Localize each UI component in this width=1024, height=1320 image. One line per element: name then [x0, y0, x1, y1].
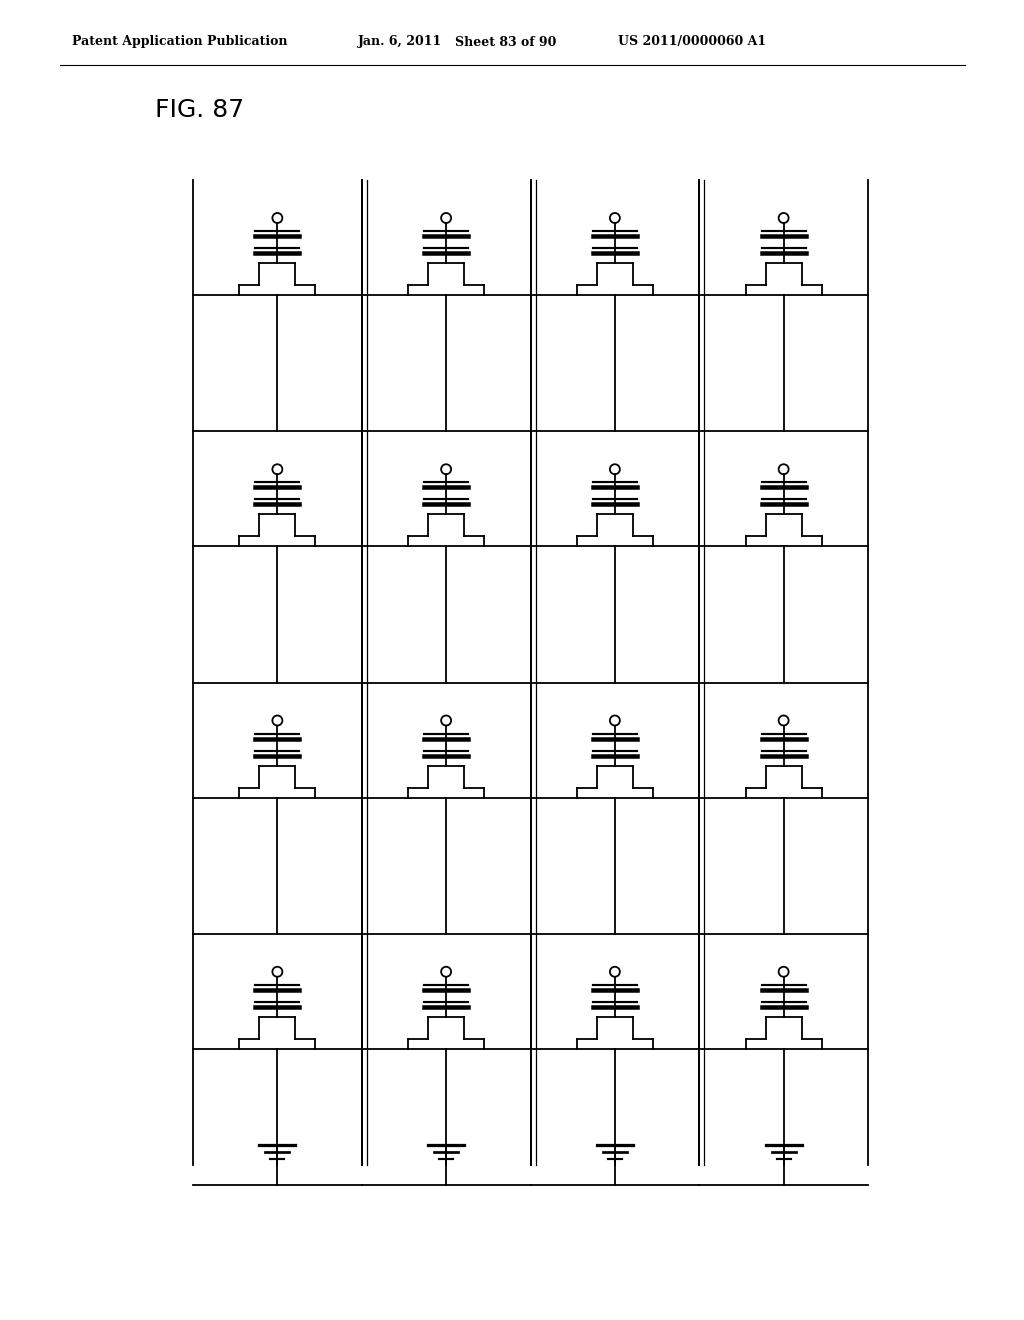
- Text: Jan. 6, 2011: Jan. 6, 2011: [358, 36, 442, 49]
- Text: FIG. 87: FIG. 87: [155, 98, 244, 121]
- Text: Sheet 83 of 90: Sheet 83 of 90: [455, 36, 556, 49]
- Text: Patent Application Publication: Patent Application Publication: [72, 36, 288, 49]
- Text: US 2011/0000060 A1: US 2011/0000060 A1: [618, 36, 766, 49]
